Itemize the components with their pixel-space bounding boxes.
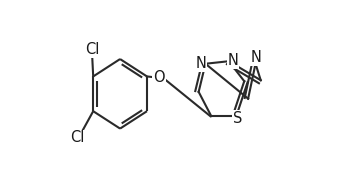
- Text: S: S: [233, 111, 243, 125]
- Text: Cl: Cl: [85, 42, 99, 57]
- Text: N: N: [250, 51, 261, 65]
- Text: N: N: [227, 53, 238, 68]
- Text: Cl: Cl: [71, 130, 85, 146]
- Text: N: N: [196, 56, 206, 71]
- Text: O: O: [153, 70, 165, 85]
